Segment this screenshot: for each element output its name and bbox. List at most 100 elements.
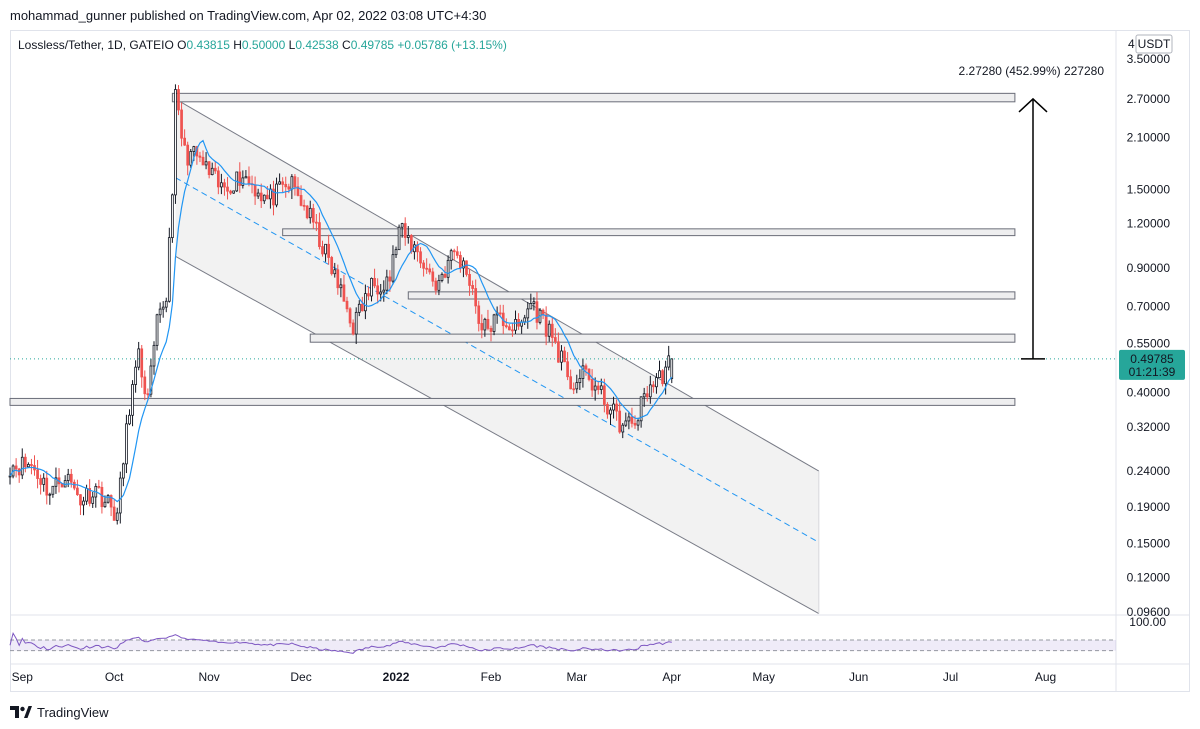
candle-body [612,403,615,411]
candle-body [167,237,171,302]
sr-zone [9,397,1016,406]
candle-body [400,223,404,228]
tradingview-logo-icon [10,706,32,718]
rsi-level-label: 100.00 [1129,615,1166,629]
chart-frame [10,30,1190,692]
candle-body [131,384,134,416]
candle-body [180,109,183,139]
candle-body [281,181,285,185]
candle-body [364,293,367,312]
price-tick-label: 1.20000 [1127,217,1171,231]
candle-body [655,377,658,388]
candle-body [419,251,422,264]
candle-body [544,314,548,337]
candle-body [229,190,232,194]
candle-body [171,194,174,239]
candle-body [189,151,193,166]
candle-body [100,487,104,508]
candle-body [422,262,425,269]
candle-body [406,235,410,238]
tradingview-brand: TradingView [37,704,109,720]
candle-body [550,323,554,338]
candle-body [330,257,334,275]
candle-body [483,318,487,331]
candle-body [82,500,85,506]
candle-body [360,303,364,312]
candle-body [109,495,113,508]
time-tick-label: Feb [481,670,502,684]
legend-part: 0.42538 [295,38,342,52]
candle-body [88,488,92,504]
candle-body [201,156,205,166]
candle-body [244,176,248,179]
candle-body [155,314,159,346]
rsi-band-fill [10,639,1116,651]
publisher-line: mohammad_gunner published on TradingView… [10,8,487,23]
measure-arrow-head [1018,97,1048,113]
time-tick-label: May [752,670,775,684]
candle-body [596,385,600,390]
candle-body [272,188,275,206]
candle-body [477,305,481,324]
candle-body [287,186,291,190]
candle-body [275,183,278,206]
candle-body [146,393,150,396]
scale-menu-label: 4 [1128,37,1135,51]
candle-body [468,274,471,286]
price-tick-label: 0.09600 [1127,605,1171,619]
candle-body [299,195,303,206]
candle-body [658,370,661,378]
legend-part: +0.05786 (+13.15%) [397,38,506,52]
channel-lower-line [175,255,820,615]
sr-zone [309,333,1016,343]
candle-body [30,464,33,466]
candle-body [511,329,514,332]
currency-label: USDT [1138,37,1171,51]
candle-body [569,376,573,390]
candle-body [624,420,628,426]
time-tick-label: Jun [849,670,868,684]
candle-body [652,384,655,388]
candle-body [125,423,128,465]
candle-body [311,207,315,223]
candle-body [128,414,131,425]
candle-body [630,416,634,424]
time-tick-label: Jul [943,670,958,684]
candle-body [385,276,389,291]
candle-body [648,384,652,398]
candle-body [584,365,588,370]
candle-body [216,170,220,188]
publish-header: mohammad_gunner published on TradingView… [0,0,1200,30]
legend-part: O [177,38,186,52]
legend-part: C [342,38,351,52]
candle-body [572,388,576,391]
candle-body [504,325,508,328]
candle-body [391,254,395,282]
price-tick-label: 0.32000 [1127,420,1171,434]
candle-body [69,473,73,483]
candle-body [296,186,300,196]
candle-body [259,192,263,202]
candle-body [431,271,435,282]
candle-body [615,403,618,412]
time-tick-label: Nov [198,670,219,684]
candle-body [606,404,609,415]
candle-body [213,167,217,172]
candle-body [388,276,392,282]
currency-box [1135,34,1173,54]
time-tick-label: Mar [566,670,587,684]
candle-body [471,285,474,289]
candle-body [48,493,52,496]
candle-body [122,463,125,479]
candle-body [437,280,441,291]
candle-body [557,341,560,363]
price-tick-label: 3.50000 [1127,52,1171,66]
candle-body [103,501,107,508]
candle-body [91,496,95,504]
candle-body [106,495,110,503]
candle-body [97,485,101,488]
candle-body [161,306,165,310]
candle-body [85,488,88,502]
candle-body [177,89,180,111]
